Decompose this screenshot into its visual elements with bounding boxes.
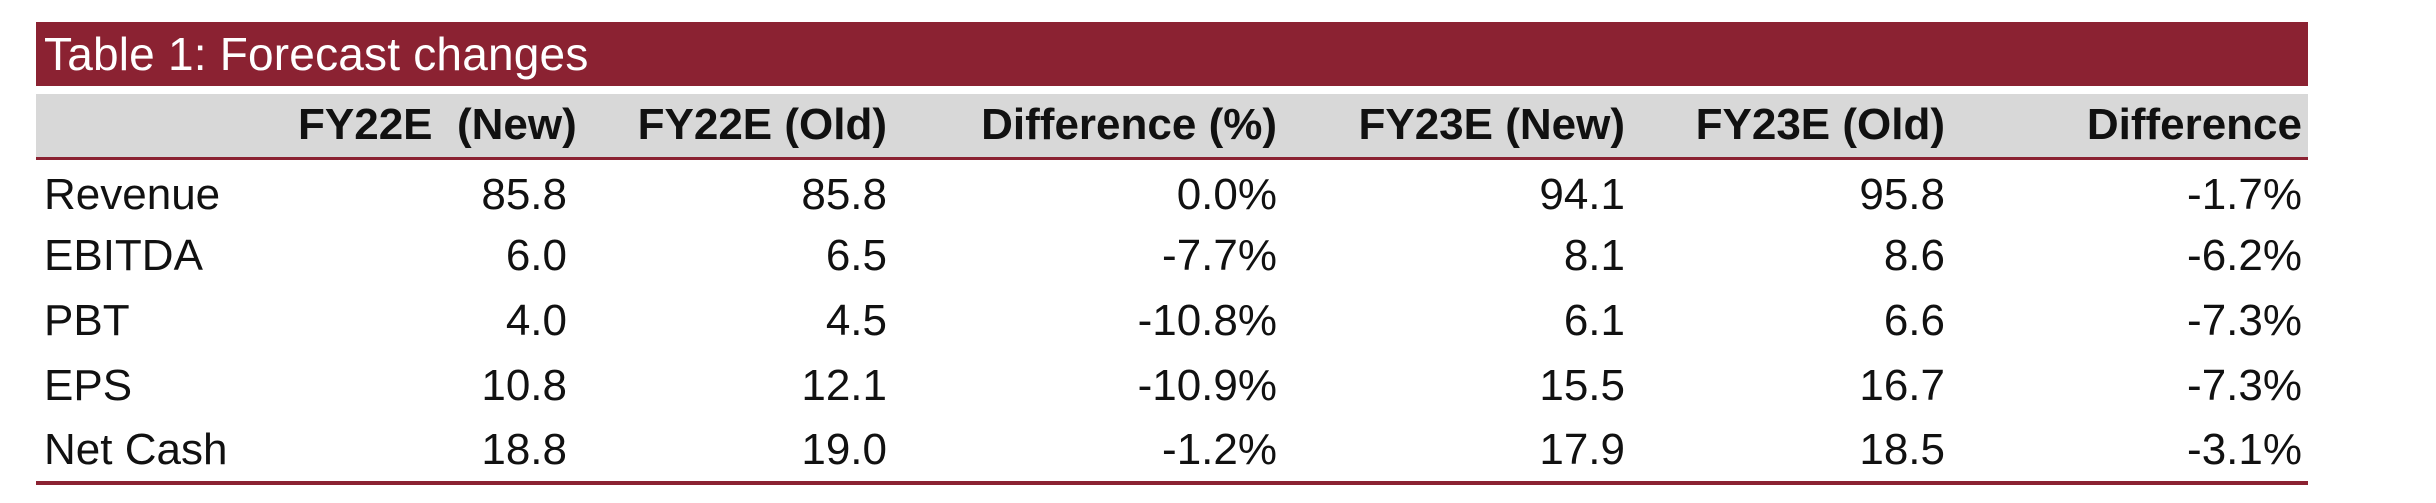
table-cell: 85.8 bbox=[481, 170, 567, 220]
table-cell: 85.8 bbox=[801, 170, 887, 220]
table-cell: 10.8 bbox=[481, 360, 567, 410]
table-cell: 8.1 bbox=[1563, 230, 1625, 280]
table-row: EPS 10.8 12.1 -10.9% 15.5 16.7 -7.3% bbox=[36, 353, 2308, 418]
table-cell: -7.3% bbox=[2187, 360, 2302, 410]
table-row: EBITDA 6.0 6.5 -7.7% 8.1 8.6 -6.2% bbox=[36, 223, 2308, 288]
table-row: Revenue 85.8 85.8 0.0% 94.1 95.8 -1.7% bbox=[36, 158, 2308, 223]
table-cell: -6.2% bbox=[2187, 230, 2302, 280]
table-cell: -10.8% bbox=[1137, 295, 1277, 345]
table-cell: 6.6 bbox=[1883, 295, 1945, 345]
table-cell: 8.6 bbox=[1883, 230, 1945, 280]
table-row: PBT 4.0 4.5 -10.8% 6.1 6.6 -7.3% bbox=[36, 288, 2308, 353]
row-label: EBITDA bbox=[44, 230, 203, 280]
table-cell: 6.0 bbox=[505, 230, 567, 280]
table-cell: -1.2% bbox=[893, 418, 1283, 485]
row-label: Revenue bbox=[44, 170, 221, 220]
header-cell-fy23e-new: FY23E (New) bbox=[1283, 94, 1631, 160]
table-title: Table 1: Forecast changes bbox=[36, 22, 2308, 86]
table-cell: -1.7% bbox=[2187, 170, 2302, 220]
header-cell-difference: Difference bbox=[1951, 94, 2308, 160]
table-row: Net Cash 18.8 19.0 -1.2% 17.9 18.5 -3.1% bbox=[36, 418, 2308, 485]
table-cell: 6.5 bbox=[825, 230, 887, 280]
forecast-table-container: Table 1: Forecast changes FY22E (New) FY… bbox=[36, 22, 2308, 485]
header-cell-difference-pct: Difference (%) bbox=[893, 94, 1283, 160]
table-cell: -7.7% bbox=[1162, 230, 1277, 280]
row-label: Net Cash bbox=[36, 418, 298, 485]
table-cell: 0.0% bbox=[1176, 170, 1277, 220]
table-cell: 4.0 bbox=[505, 295, 567, 345]
table-cell: 6.1 bbox=[1563, 295, 1625, 345]
table-cell: 18.8 bbox=[298, 418, 573, 485]
header-cell-fy22e-new: FY22E (New) bbox=[298, 94, 577, 160]
table-cell: 18.5 bbox=[1631, 418, 1951, 485]
row-label: EPS bbox=[44, 360, 133, 410]
header-cell-label bbox=[36, 94, 298, 160]
table-cell: 19.0 bbox=[573, 418, 893, 485]
table-cell: -3.1% bbox=[1951, 418, 2308, 485]
header-cell-fy22e-old: FY22E (Old) bbox=[573, 94, 893, 160]
table-cell: 4.5 bbox=[825, 295, 887, 345]
header-cell-fy23e-old: FY23E (Old) bbox=[1631, 94, 1951, 160]
table-cell: 16.7 bbox=[1859, 360, 1945, 410]
header-row: FY22E (New) FY22E (Old) Difference (%) F… bbox=[36, 94, 2308, 160]
table-cell: 17.9 bbox=[1283, 418, 1631, 485]
table-cell: -10.9% bbox=[1137, 360, 1277, 410]
table-cell: 94.1 bbox=[1539, 170, 1625, 220]
forecast-table: FY22E (New) FY22E (Old) Difference (%) F… bbox=[36, 94, 2308, 485]
table-cell: 12.1 bbox=[801, 360, 887, 410]
table-cell: 95.8 bbox=[1859, 170, 1945, 220]
table-cell: -7.3% bbox=[2187, 295, 2302, 345]
row-label: PBT bbox=[44, 295, 130, 345]
table-cell: 15.5 bbox=[1539, 360, 1625, 410]
